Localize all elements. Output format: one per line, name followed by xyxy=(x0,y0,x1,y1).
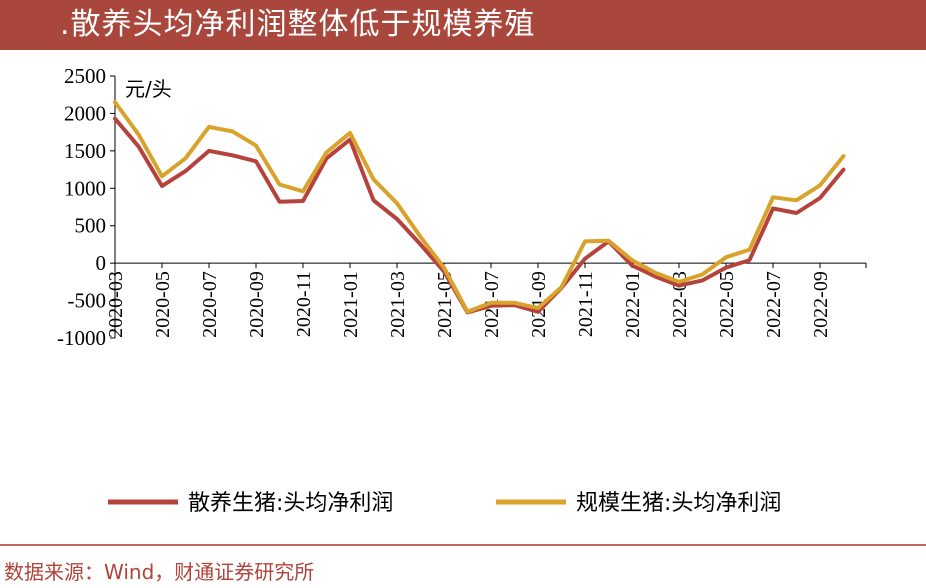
chart-legend: 散养生猪:头均净利润 规模生猪:头均净利润 xyxy=(108,491,781,516)
series-line-2 xyxy=(113,100,846,314)
divider xyxy=(0,544,926,546)
y-tick-label: 500 xyxy=(75,214,107,238)
x-tick-label: 2020-11 xyxy=(293,271,315,337)
x-tick-label: 2022-03 xyxy=(669,271,691,338)
unit-label: 元/头 xyxy=(125,77,172,101)
x-tick-label: 2021-01 xyxy=(340,271,362,338)
x-tick-label: 2022-09 xyxy=(810,271,832,338)
line-chart: -1000 -500 0 500 1000 1500 2000 2500 元/头 2020-03 2… xyxy=(57,64,867,516)
x-tick-label: 2020-07 xyxy=(199,271,221,338)
x-tick-label: 2021-09 xyxy=(528,271,550,338)
y-tick-label: 2000 xyxy=(64,101,106,125)
x-tick-label: 2020-09 xyxy=(246,271,268,338)
y-tick-label: 2500 xyxy=(64,64,106,88)
y-tick-label: -500 xyxy=(68,289,107,313)
x-tick-label: 2020-03 xyxy=(105,271,127,338)
legend-label-1: 散养生猪:头均净利润 xyxy=(188,491,393,516)
y-tick-label: 0 xyxy=(96,251,107,275)
y-tick-label: -1000 xyxy=(57,326,106,350)
y-tick-label: 1000 xyxy=(64,176,106,200)
legend-label-2: 规模生猪:头均净利润 xyxy=(576,491,781,516)
chart-ticks: -1000 -500 0 500 1000 1500 2000 2500 元/头 2020-03 2… xyxy=(57,64,867,350)
chart-lines xyxy=(113,100,846,315)
source-note: 数据来源：Wind，财通证券研究所 xyxy=(4,560,315,584)
page-title: .散养头均净利润整体低于规模养殖 xyxy=(60,7,536,42)
title-bar: .散养头均净利润整体低于规模养殖 xyxy=(0,0,926,50)
x-tick-label: 2020-05 xyxy=(152,271,174,338)
x-tick-label: 2021-03 xyxy=(387,271,409,338)
x-tick-label: 2021-05 xyxy=(434,271,456,338)
x-tick-label: 2022-05 xyxy=(716,271,738,338)
x-tick-label: 2022-01 xyxy=(622,271,644,338)
x-tick-label: 2021-11 xyxy=(575,271,597,337)
x-tick-label: 2022-07 xyxy=(763,271,785,338)
y-tick-label: 1500 xyxy=(64,139,106,163)
